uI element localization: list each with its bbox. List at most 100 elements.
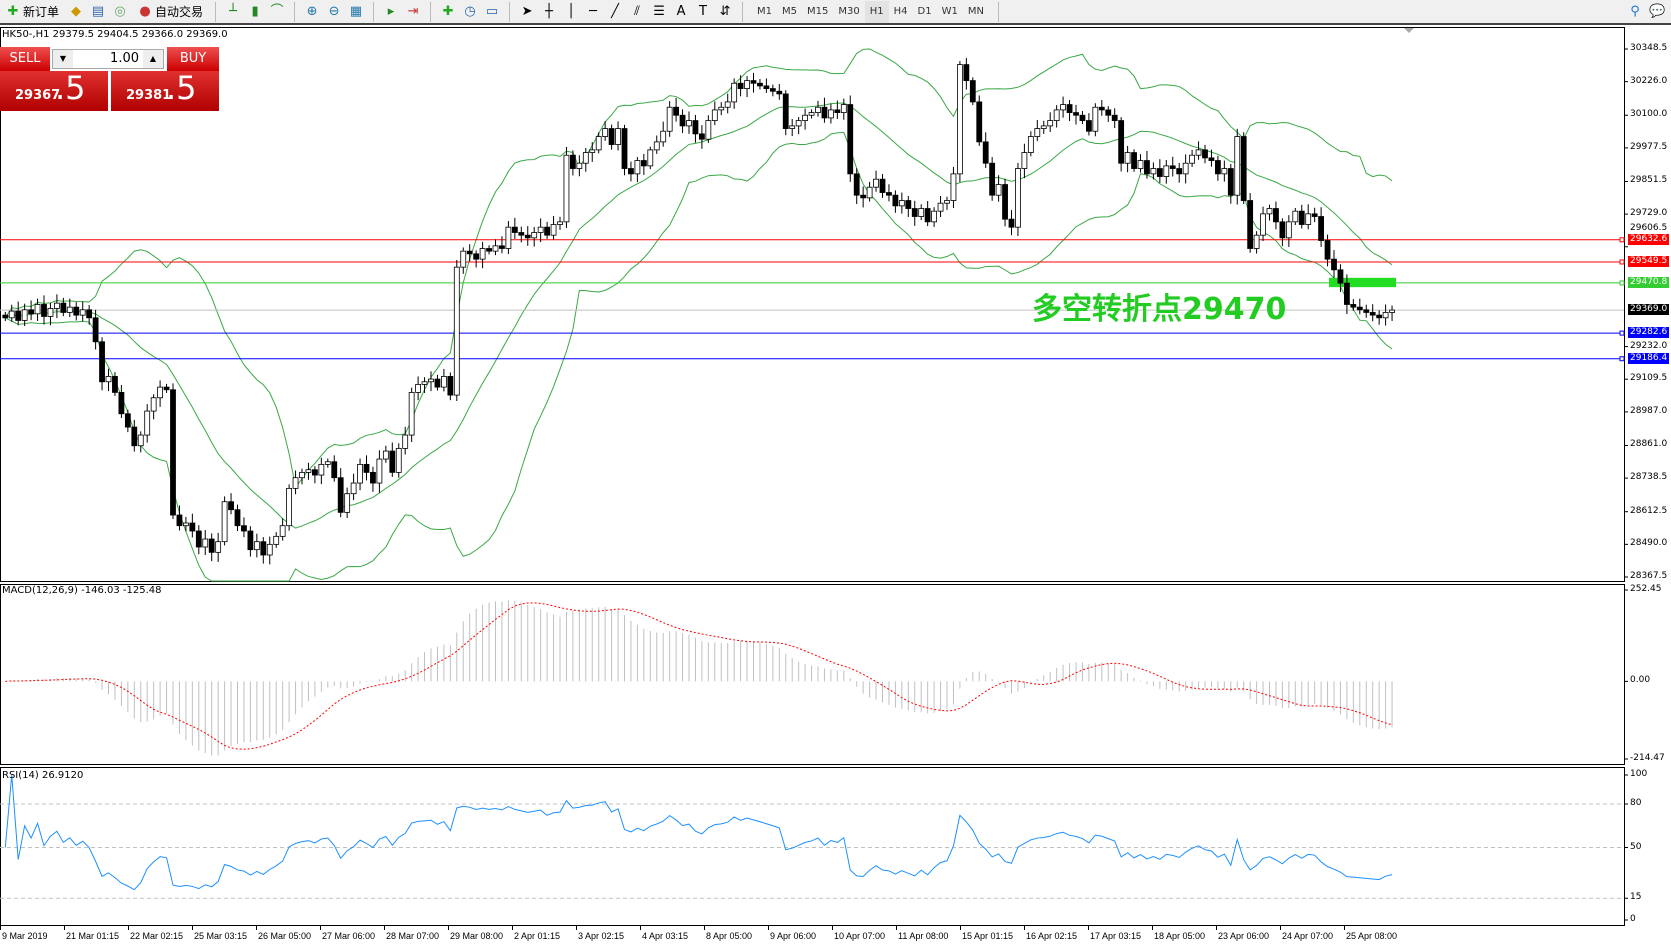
price-tick-label: 29232.0 [1630, 340, 1668, 351]
timeframe-mn[interactable]: MN [967, 5, 984, 17]
timeframe-h1[interactable]: H1 [864, 0, 889, 23]
buy-button[interactable]: BUY [167, 47, 219, 71]
candle-body [1073, 112, 1079, 116]
candle-body [537, 226, 544, 233]
new-order-button[interactable]: ✚ 新订单 [2, 1, 62, 23]
price-tick-label: 29109.5 [1630, 373, 1668, 384]
indicators-icon[interactable]: ✚ [442, 3, 454, 19]
text-icon[interactable]: A [676, 3, 686, 19]
candle-body [41, 304, 47, 317]
rsi-tick-label: 100 [1630, 769, 1648, 779]
candle-body [28, 309, 35, 315]
candle-body [1240, 136, 1247, 201]
lot-size-input[interactable]: 1.00 [110, 51, 139, 66]
candle-body [1118, 120, 1125, 164]
candle-body [1202, 149, 1208, 159]
candle-body [363, 463, 370, 473]
chart-shift-icon[interactable]: ⇥ [407, 3, 419, 19]
rsi-tick-label: 80 [1630, 798, 1642, 808]
timeframe-w1[interactable]: W1 [941, 5, 958, 17]
signals-icon[interactable]: ◎ [114, 3, 126, 19]
pivot-zone-rect [1329, 277, 1396, 288]
horizontal-line-icon[interactable]: ─ [589, 3, 597, 19]
lot-increase-icon[interactable]: ▲ [143, 50, 163, 68]
sell-button[interactable]: SELL [0, 47, 50, 71]
candle-body [260, 541, 267, 556]
price-tick-label: 28367.5 [1630, 571, 1668, 581]
candle-body [886, 192, 892, 196]
candle-body [853, 173, 860, 196]
timeframe-m15[interactable]: M15 [807, 5, 829, 17]
sell-price-button[interactable]: 29367 .5 [0, 69, 108, 111]
one-click-trading-panel: SELL ▼ 1.00 ▲ BUY 29367 .5 29381 .5 [0, 47, 219, 111]
lot-size-stepper[interactable]: ▼ 1.00 ▲ [52, 49, 164, 69]
candle-body [402, 434, 409, 449]
time-tick-label: 25 Apr 08:00 [1346, 931, 1398, 941]
tile-windows-icon[interactable]: ▦ [349, 3, 363, 19]
time-tick-label: 15 Apr 01:15 [962, 931, 1014, 941]
time-tick-label: 3 Apr 02:15 [578, 931, 625, 941]
equidistant-channel-icon[interactable]: ⫽ [634, 3, 640, 19]
trendline-icon[interactable]: ╱ [611, 3, 619, 19]
candle-body [1040, 125, 1047, 129]
candle-body [157, 386, 164, 399]
candle-body [1234, 136, 1241, 196]
zoom-in-icon[interactable]: ⊕ [306, 3, 318, 19]
navigator-icon[interactable]: ◆ [71, 3, 82, 19]
timeframe-h4[interactable]: H4 [893, 5, 908, 17]
timeframe-m5[interactable]: M5 [782, 5, 798, 17]
candle-body [1098, 106, 1105, 111]
cursor-icon[interactable]: ➤ [521, 3, 533, 19]
timeframe-m30[interactable]: M30 [838, 5, 860, 17]
timeframe-m1[interactable]: M1 [757, 5, 773, 17]
level-price-tag: 29549.5 [1628, 255, 1670, 267]
zoom-out-icon[interactable]: ⊖ [328, 3, 340, 19]
candle-body [331, 461, 338, 479]
candle-body [969, 80, 976, 103]
candle-body [660, 130, 667, 143]
timeframe-d1[interactable]: D1 [917, 5, 932, 17]
templates-icon[interactable]: ▭ [485, 3, 499, 19]
candle-body [976, 101, 983, 143]
candle-body [1092, 106, 1099, 132]
candle-body [408, 392, 415, 436]
vertical-line-icon[interactable]: │ [567, 3, 575, 19]
periods-icon[interactable]: ◷ [464, 3, 476, 19]
candle-body [440, 376, 447, 388]
time-tick-label: 29 Mar 08:00 [450, 931, 504, 941]
terminal-icon[interactable]: ▤ [91, 3, 105, 19]
candle-body [879, 178, 886, 193]
price-tick-label: 29851.5 [1630, 175, 1668, 186]
candle-body [563, 154, 570, 223]
auto-trading-button[interactable]: ● 自动交易 [134, 1, 206, 23]
candle-body [524, 234, 531, 239]
candle-body [1292, 210, 1299, 223]
candle-body [2, 314, 9, 319]
candle-body [724, 101, 731, 108]
chat-icon[interactable]: 💬 [1649, 3, 1666, 19]
candle-body [241, 525, 247, 532]
candle-body [15, 310, 22, 321]
candle-body [518, 232, 525, 236]
line-chart-icon[interactable]: ⌒ [270, 3, 284, 19]
search-icon[interactable]: ⚲ [1630, 3, 1640, 19]
arrows-icon[interactable]: ⇵ [719, 3, 731, 19]
crosshair-icon[interactable]: ┼ [545, 3, 553, 19]
candle-body [1266, 208, 1273, 215]
text-label-icon[interactable]: T [699, 3, 707, 19]
auto-scroll-icon[interactable]: ▸ [387, 3, 395, 19]
buy-price-button[interactable]: 29381 .5 [111, 69, 219, 111]
candle-body [905, 200, 912, 209]
lot-decrease-icon[interactable]: ▼ [53, 50, 73, 68]
fibonacci-icon[interactable]: ☰ [653, 3, 665, 19]
time-tick-label: 23 Apr 06:00 [1218, 931, 1270, 941]
candle-body [337, 477, 344, 513]
candlestick-icon[interactable]: ▮ [251, 3, 259, 19]
candle-body [1369, 312, 1376, 316]
bar-chart-icon[interactable]: ┴ [229, 3, 237, 19]
candle-body [286, 487, 293, 527]
price-tick-label: 29977.5 [1630, 141, 1668, 152]
time-tick-label: 10 Apr 07:00 [834, 931, 886, 941]
candle-body [931, 210, 937, 223]
